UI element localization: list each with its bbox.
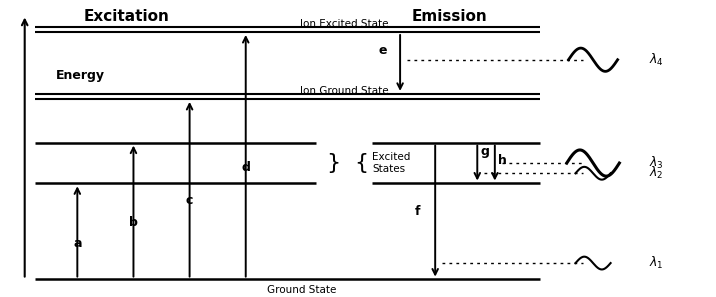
Text: {: {	[354, 153, 369, 173]
Text: g: g	[481, 145, 490, 158]
Text: Excited
States: Excited States	[372, 152, 410, 174]
Text: $\lambda_3$: $\lambda_3$	[649, 155, 664, 171]
Text: h: h	[498, 154, 507, 167]
Text: Energy: Energy	[57, 69, 105, 82]
Text: $\lambda_2$: $\lambda_2$	[649, 165, 664, 181]
Text: b: b	[129, 216, 138, 229]
Text: Emission: Emission	[412, 9, 487, 24]
Text: e: e	[378, 45, 387, 58]
Text: }: }	[326, 153, 341, 173]
Text: a: a	[73, 237, 82, 249]
Text: c: c	[186, 195, 193, 207]
Text: d: d	[241, 161, 250, 174]
Text: Ion Excited State: Ion Excited State	[300, 20, 388, 29]
Text: Ground State: Ground State	[267, 285, 337, 295]
Text: $\lambda_4$: $\lambda_4$	[649, 52, 664, 68]
Text: $\lambda_1$: $\lambda_1$	[649, 255, 664, 271]
Text: f: f	[415, 205, 420, 218]
Text: Excitation: Excitation	[84, 9, 170, 24]
Text: Ion Ground State: Ion Ground State	[300, 86, 388, 97]
